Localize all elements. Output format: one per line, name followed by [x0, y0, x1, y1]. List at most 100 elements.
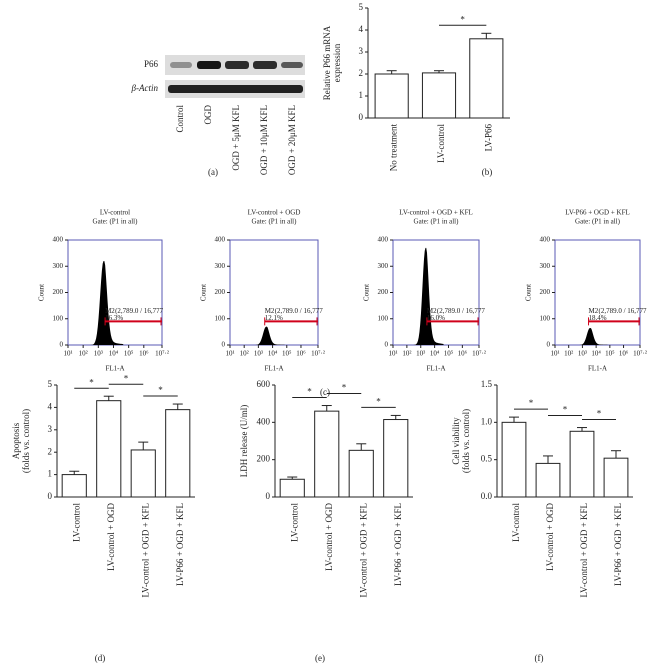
panel-label: (c) — [320, 387, 330, 397]
panel-label: (b) — [482, 167, 493, 177]
x-axis-label: FL1-A — [588, 365, 607, 373]
y-tick-label: 2 — [48, 446, 53, 456]
panel-label: (f) — [535, 653, 544, 663]
y-tick-label: 600 — [257, 379, 271, 389]
gate-percent: 16.0% — [427, 314, 445, 322]
x-tick-label: 10³ — [578, 350, 587, 358]
y-tick-label: 0 — [547, 341, 551, 349]
x-tick-label: LV-control + OGD — [545, 503, 555, 571]
y-tick-label: 0 — [266, 491, 271, 501]
x-tick-label: 10² — [402, 350, 411, 358]
x-tick-label: LV-control + OGD — [324, 503, 334, 571]
significance-label: * — [124, 373, 129, 383]
y-axis-label: Cell viability — [451, 417, 461, 465]
x-tick-label: 10⁷·² — [155, 350, 169, 358]
x-tick-label: LV-control + OGD + KFL — [579, 503, 589, 598]
blot-band — [225, 61, 249, 69]
chart-title: LV-control + OGD + KFL — [399, 209, 473, 217]
histogram — [577, 327, 608, 345]
plot-frame — [392, 239, 480, 346]
bar — [279, 478, 305, 498]
blot-band — [197, 61, 221, 69]
y-tick-label: 5 — [359, 2, 364, 12]
gate-range: (2,789.0 / 16,777 — [437, 307, 486, 315]
x-tick-label: 10³ — [416, 350, 425, 358]
x-tick-label: 10⁶ — [139, 350, 149, 358]
x-tick-label: 10¹ — [388, 350, 397, 358]
y-axis-label: Count — [200, 284, 208, 301]
bar — [469, 38, 504, 119]
gate-percent: 16.3% — [105, 314, 123, 322]
x-tick-label: 10⁷·² — [472, 350, 486, 358]
bar — [501, 421, 527, 498]
y-tick-label: 1 — [48, 469, 53, 479]
bar — [383, 419, 409, 498]
bar — [130, 449, 156, 498]
y-tick-label: 100 — [378, 314, 389, 322]
y-tick-label: 5 — [48, 379, 53, 389]
panel-label: (e) — [315, 653, 325, 663]
x-tick-label: LV-P66 + OGD + KFL — [175, 503, 185, 586]
x-tick-label: 10³ — [254, 350, 263, 358]
x-tick-label: 10³ — [94, 350, 103, 358]
gate-marker: M2 — [105, 307, 115, 315]
x-tick-label: 10² — [240, 350, 249, 358]
y-axis-label: Apoptosis — [11, 422, 21, 459]
x-tick-label: LV-control + OGD + KFL — [358, 503, 368, 598]
gate-percent: 18.4% — [589, 314, 607, 322]
significance-label: * — [89, 377, 94, 387]
y-tick-label: 300 — [53, 262, 64, 270]
western-blot: P66 β-Actin (a) — [131, 55, 305, 177]
gate-range: (2,789.0 / 16,777 — [599, 307, 648, 315]
x-tick-label: 10⁵ — [444, 350, 454, 358]
y-axis-label: Count — [38, 284, 46, 301]
significance-label: * — [529, 398, 534, 408]
x-tick-label: No treatment — [389, 124, 399, 172]
y-tick-label: 4 — [359, 24, 364, 34]
x-axis-label: FL1-A — [105, 365, 124, 373]
gate-range: (2,789.0 / 16,777 — [275, 307, 324, 315]
x-tick-label: LV-control — [289, 503, 299, 542]
x-tick-label: 10⁵ — [282, 350, 292, 358]
x-tick-label: 10¹ — [225, 350, 234, 358]
x-tick-label: 10² — [79, 350, 88, 358]
y-tick-label: 200 — [53, 288, 64, 296]
gate-percent: 12.1% — [265, 314, 283, 322]
gate-marker: M2 — [427, 307, 437, 315]
gate-marker: M2 — [589, 307, 599, 315]
bar — [165, 409, 191, 498]
y-tick-label: 0 — [385, 341, 389, 349]
y-axis-label: Relative P66 mRNA — [322, 25, 332, 100]
y-tick-label: 300 — [378, 262, 389, 270]
y-tick-label: 400 — [53, 236, 64, 244]
y-tick-label: 4 — [48, 401, 53, 411]
bar — [535, 462, 561, 498]
y-tick-label: 0 — [60, 341, 64, 349]
significance-label: * — [342, 383, 347, 393]
blot-band — [170, 62, 192, 68]
plot-frame — [229, 239, 319, 346]
chart-subtitle: Gate: (P1 in all) — [575, 218, 621, 226]
x-tick-label: LV-control — [511, 503, 521, 542]
chart-title: LV-control — [100, 209, 130, 217]
plot-frame — [67, 239, 163, 346]
blot-band — [253, 61, 277, 69]
x-tick-label: LV-control + OGD — [106, 503, 116, 571]
x-tick-label: 10⁶ — [619, 350, 629, 358]
bar — [421, 72, 457, 119]
significance-label: * — [563, 405, 568, 415]
x-tick-label: 10⁷·² — [311, 350, 325, 358]
histogram — [413, 247, 444, 345]
y-tick-label: 300 — [215, 262, 226, 270]
x-tick-label: LV-P66 + OGD + KFL — [613, 503, 623, 586]
y-tick-label: 400 — [257, 416, 271, 426]
y-tick-label: 300 — [540, 262, 551, 270]
y-axis-label: Count — [363, 284, 371, 301]
chart-subtitle: Gate: (P1 in all) — [93, 218, 139, 226]
blot-row-label: P66 — [144, 59, 159, 69]
y-axis-label: expression — [332, 43, 342, 82]
y-tick-label: 1.0 — [481, 416, 493, 426]
bar — [569, 430, 595, 498]
